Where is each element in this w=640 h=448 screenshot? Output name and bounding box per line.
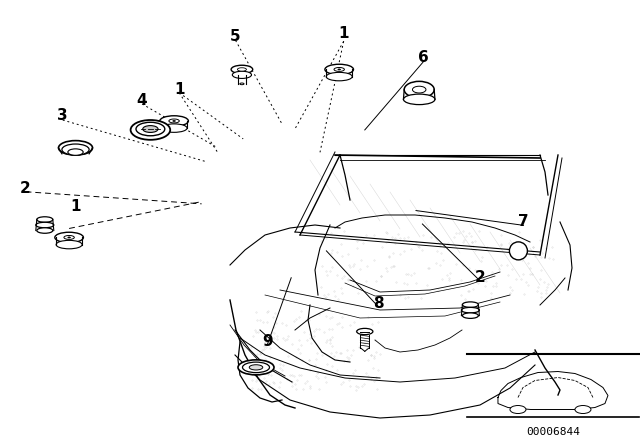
Ellipse shape: [56, 241, 82, 249]
Ellipse shape: [160, 116, 188, 126]
Ellipse shape: [36, 222, 54, 228]
Ellipse shape: [325, 64, 353, 75]
Ellipse shape: [68, 149, 83, 155]
Ellipse shape: [326, 73, 352, 81]
Text: 3: 3: [58, 108, 68, 123]
Ellipse shape: [334, 68, 344, 71]
Ellipse shape: [136, 122, 165, 136]
Ellipse shape: [243, 362, 269, 373]
Ellipse shape: [238, 360, 274, 375]
Text: 2: 2: [475, 270, 485, 285]
Text: 1: 1: [174, 82, 184, 97]
Ellipse shape: [356, 328, 373, 335]
Text: 5: 5: [230, 29, 241, 44]
Ellipse shape: [338, 69, 340, 70]
Ellipse shape: [240, 83, 244, 85]
Ellipse shape: [232, 71, 252, 78]
Ellipse shape: [37, 228, 53, 233]
Text: 7: 7: [518, 214, 529, 229]
Ellipse shape: [403, 94, 435, 104]
Ellipse shape: [412, 86, 426, 93]
Ellipse shape: [143, 125, 158, 133]
Ellipse shape: [64, 236, 74, 239]
Ellipse shape: [510, 405, 526, 414]
Ellipse shape: [161, 124, 187, 132]
Text: 9: 9: [262, 334, 273, 349]
Ellipse shape: [231, 65, 253, 73]
Text: 2: 2: [20, 181, 31, 196]
Text: 1: 1: [70, 199, 81, 215]
Ellipse shape: [58, 141, 93, 155]
Ellipse shape: [131, 120, 170, 140]
Ellipse shape: [169, 119, 179, 123]
Text: 00006844: 00006844: [526, 427, 580, 437]
Ellipse shape: [461, 307, 479, 313]
Ellipse shape: [237, 68, 246, 71]
Ellipse shape: [55, 232, 83, 243]
Text: 6: 6: [419, 50, 429, 65]
Ellipse shape: [462, 313, 479, 319]
Circle shape: [509, 242, 527, 260]
Ellipse shape: [37, 217, 53, 222]
Text: 4: 4: [137, 93, 147, 108]
Ellipse shape: [575, 405, 591, 414]
Ellipse shape: [249, 365, 263, 370]
Ellipse shape: [462, 302, 479, 307]
Ellipse shape: [62, 144, 89, 155]
Ellipse shape: [404, 82, 434, 98]
Text: 1: 1: [339, 26, 349, 41]
Ellipse shape: [68, 237, 70, 238]
Text: 8: 8: [374, 296, 384, 311]
